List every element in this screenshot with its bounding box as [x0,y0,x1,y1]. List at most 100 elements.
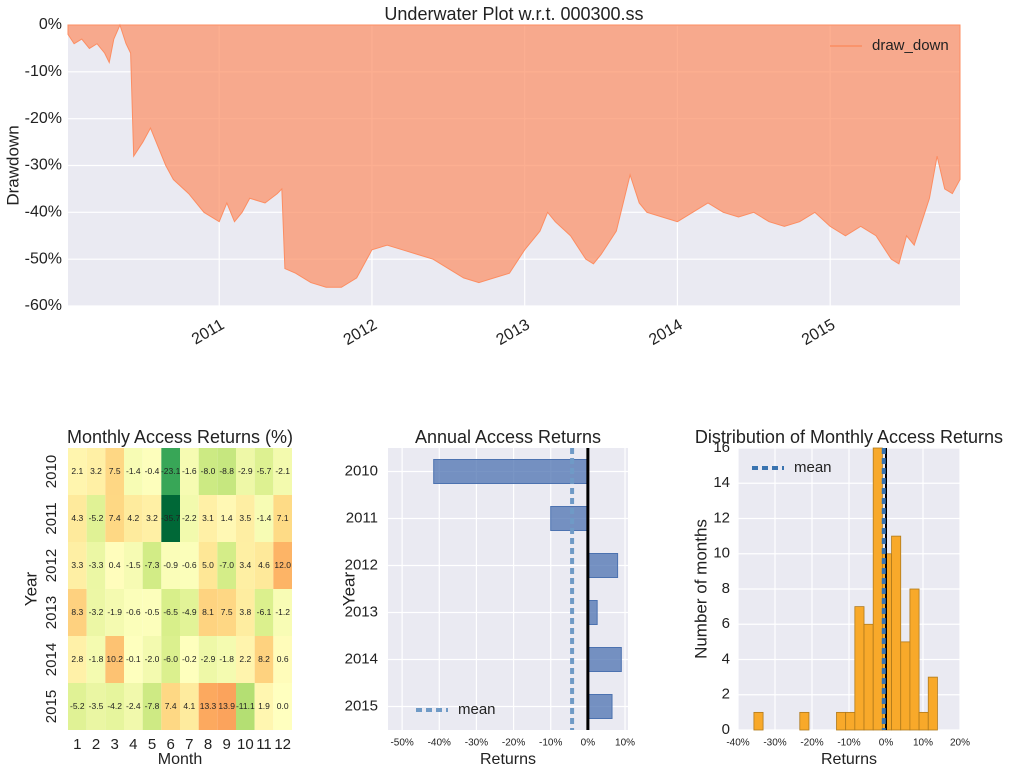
cell-label: 5.0 [202,560,214,570]
heatmap-cell [86,636,106,683]
heatmap-cell [273,542,292,589]
heatmap-cell [217,636,236,683]
histogram-bar [909,588,920,731]
cell-label: -5.7 [257,466,272,476]
heatmap-cell [124,448,143,495]
histogram-bar [863,623,874,731]
heatmap-cell [273,636,292,683]
x-tick-label: 2011 [189,316,227,348]
x-tick-label: 20% [950,738,970,749]
cell-label: 3.2 [90,466,102,476]
x-tick-label: 10% [913,738,933,749]
heatmap-cell [180,636,199,683]
cell-label: -1.9 [107,607,122,617]
x-tick-label: -30% [465,738,488,749]
heatmap-cell [180,495,199,542]
x-tick-label: 1 [73,736,81,753]
cell-label: 7.5 [221,607,233,617]
cell-label: -0.6 [126,607,141,617]
heatmap-cell [198,683,218,730]
heatmap-cell [142,448,162,495]
y-tick-label: 6 [722,615,730,632]
x-tick-label: 5 [148,736,156,753]
heatmap-cell [161,683,180,730]
histogram-bar [836,711,847,731]
heatmap-cell [68,448,87,495]
heatmap-cell [180,542,199,589]
heatmap-cell [124,589,143,636]
legend-label: draw_down [872,37,949,54]
y-tick-label: 14 [713,474,730,491]
x-tick-label: 2015 [799,316,838,349]
cell-label: 10.2 [106,654,123,664]
heatmap-cell [161,589,180,636]
histogram-bar [900,641,911,731]
cell-label: 4.6 [258,560,270,570]
heatmap-cell [142,495,162,542]
heatmap-cell [217,542,236,589]
cell-label: 8.3 [71,607,83,617]
drawdown-area [67,23,961,288]
heatmap-cell [124,542,143,589]
x-tick-label: -40% [428,738,451,749]
heatmap-cell [68,589,87,636]
y-axis-label: Drawdown [3,125,22,205]
heatmap-cell [105,448,124,495]
heatmap-cell [124,683,143,730]
x-axis-label: Returns [480,751,536,768]
cell-label: -0.5 [145,607,160,617]
x-tick-label: 2 [92,736,100,753]
cell-label: 4.2 [127,513,139,523]
x-tick-label: -10% [837,738,860,749]
cell-label: -3.2 [89,607,104,617]
y-axis-label: Number of months [691,519,710,659]
y-tick-label: 16 [713,439,730,456]
cell-label: -2.1 [275,466,290,476]
cell-label: -8.8 [219,466,234,476]
x-tick-label: -50% [390,738,413,749]
x-tick-label: 2014 [646,316,685,349]
heatmap-cell [142,589,162,636]
heatmap-cell [68,636,87,683]
cell-label: -0.4 [145,466,160,476]
heatmap-cell [198,636,218,683]
x-tick-label: 0% [879,738,894,749]
cell-label: -0.9 [163,560,178,570]
heatmap-cell [86,448,106,495]
y-tick-label: 2010 [43,455,60,488]
y-tick-label: -60% [25,297,62,314]
y-tick-label: 8 [722,580,730,597]
y-tick-label: 0 [722,721,730,738]
x-tick-label: -40% [726,738,749,749]
heatmap-cell [217,589,236,636]
heatmap-cell [273,495,292,542]
cell-label: 3.4 [239,560,251,570]
cell-label: -11.1 [236,701,255,711]
cell-label: 1.4 [221,513,233,523]
cell-label: -35.7 [161,513,181,523]
x-tick-label: -10% [539,738,562,749]
bar [587,553,619,578]
y-tick-label: 2011 [346,509,378,526]
y-tick-label: 0% [39,16,62,33]
y-tick-label: -40% [25,204,62,221]
heatmap-cell [68,683,87,730]
cell-label: 8.1 [202,607,214,617]
heatmap-cell [236,683,255,730]
y-tick-label: -50% [25,250,62,267]
heatmap-cell [86,683,106,730]
cell-label: 13.9 [218,701,235,711]
cell-label: -2.4 [126,701,141,711]
heatmap-cell [180,683,199,730]
heatmap-cell [105,495,124,542]
heatmap-cell [142,636,162,683]
heatmap-cell [86,495,106,542]
cell-label: 4.1 [183,701,195,711]
x-tick-label: 2013 [493,316,532,349]
x-tick-label: 2012 [341,316,380,349]
cell-label: -6.1 [257,607,272,617]
cell-label: 0.6 [277,654,289,664]
heatmap-cell [273,448,292,495]
bar [550,506,589,531]
y-tick-label: -20% [25,110,62,127]
